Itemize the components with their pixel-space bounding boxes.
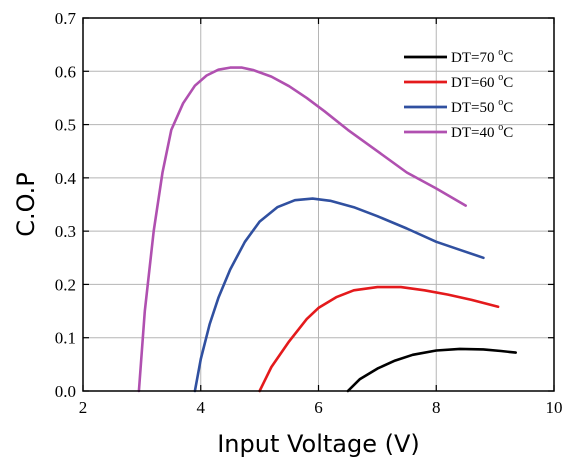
x-axis-title: Input Voltage (V) [217, 430, 420, 458]
x-tick-label: 8 [432, 398, 441, 417]
y-tick-label: 0.5 [55, 116, 76, 135]
y-tick-label: 0.0 [55, 382, 76, 401]
series-line-4 [137, 66, 468, 393]
x-tick-label: 2 [79, 398, 88, 417]
legend-label-1: DT=70 oC [451, 47, 513, 66]
y-tick-label: 0.7 [55, 9, 77, 28]
axis-ticks: 2 4 6 8 10 0.0 0.1 0.2 0.3 0.4 0.5 0.6 0.7 [55, 9, 563, 417]
y-axis-title: C.O.P [12, 172, 40, 236]
x-tick-label: 10 [546, 398, 563, 417]
x-tick-label: 4 [197, 398, 206, 417]
legend-label-4: DT=40 oC [451, 122, 513, 141]
y-tick-label: 0.6 [55, 62, 76, 81]
legend: DT=70 oC DT=60 oC DT=50 oC DT=40 oC [404, 47, 513, 141]
series-line-1 [346, 347, 518, 393]
y-tick-label: 0.1 [55, 329, 76, 348]
x-tick-label: 6 [314, 398, 323, 417]
y-tick-label: 0.2 [55, 275, 76, 294]
y-tick-label: 0.4 [55, 169, 77, 188]
grid [83, 18, 554, 391]
legend-label-2: DT=60 oC [451, 72, 513, 91]
series-line-2 [258, 285, 500, 393]
y-tick-label: 0.3 [55, 222, 76, 241]
series-lines [137, 66, 518, 393]
series-line-3 [193, 197, 485, 393]
legend-label-3: DT=50 oC [451, 97, 513, 116]
